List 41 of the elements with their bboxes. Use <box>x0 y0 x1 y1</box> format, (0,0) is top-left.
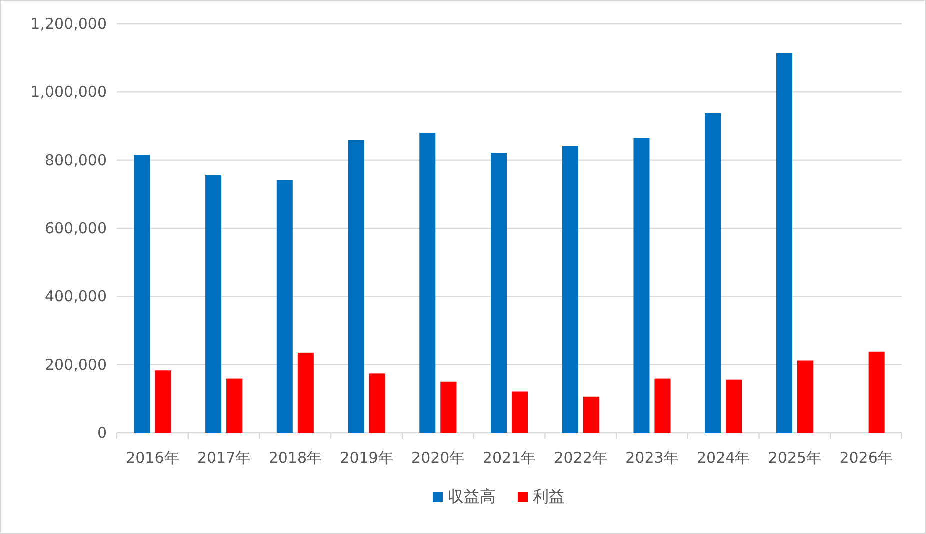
legend-label: 利益 <box>533 487 565 506</box>
x-tick-label: 2019年 <box>340 449 394 467</box>
bar <box>155 370 172 433</box>
bar <box>298 352 314 433</box>
bar <box>440 382 457 433</box>
bar <box>226 378 243 433</box>
x-tick-label: 2026年 <box>840 449 893 467</box>
bar <box>562 146 578 433</box>
bar <box>776 53 792 433</box>
y-tick-label: 200,000 <box>44 356 107 374</box>
x-tick-label: 2023年 <box>626 449 679 467</box>
legend-label: 収益高 <box>448 487 496 506</box>
bar <box>491 153 507 433</box>
bar <box>634 138 650 433</box>
x-tick-label: 2017年 <box>197 449 251 467</box>
bar <box>206 174 222 433</box>
x-tick-label: 2018年 <box>268 449 322 467</box>
x-tick-label: 2022年 <box>554 449 608 467</box>
y-tick-label: 1,000,000 <box>30 83 107 102</box>
x-tick-label: 2016年 <box>126 449 180 467</box>
bar <box>276 180 293 433</box>
bar <box>348 140 364 433</box>
y-tick-label: 1,200,000 <box>30 15 107 33</box>
bar <box>369 374 386 433</box>
x-tick-label: 2021年 <box>482 449 536 467</box>
y-tick-label: 400,000 <box>44 288 107 306</box>
x-tick-label: 2020年 <box>412 449 465 467</box>
bar <box>868 352 885 433</box>
bar <box>654 378 671 433</box>
y-tick-label: 0 <box>97 424 107 442</box>
bar <box>134 155 150 433</box>
bar <box>512 392 528 433</box>
bar <box>420 133 436 433</box>
bar <box>705 113 722 433</box>
y-tick-label: 800,000 <box>44 151 107 170</box>
bar <box>726 380 742 433</box>
bar <box>797 360 814 433</box>
y-tick-label: 600,000 <box>44 220 107 238</box>
x-tick-label: 2024年 <box>696 449 750 467</box>
x-tick-label: 2025年 <box>768 449 822 467</box>
bar <box>583 396 600 433</box>
